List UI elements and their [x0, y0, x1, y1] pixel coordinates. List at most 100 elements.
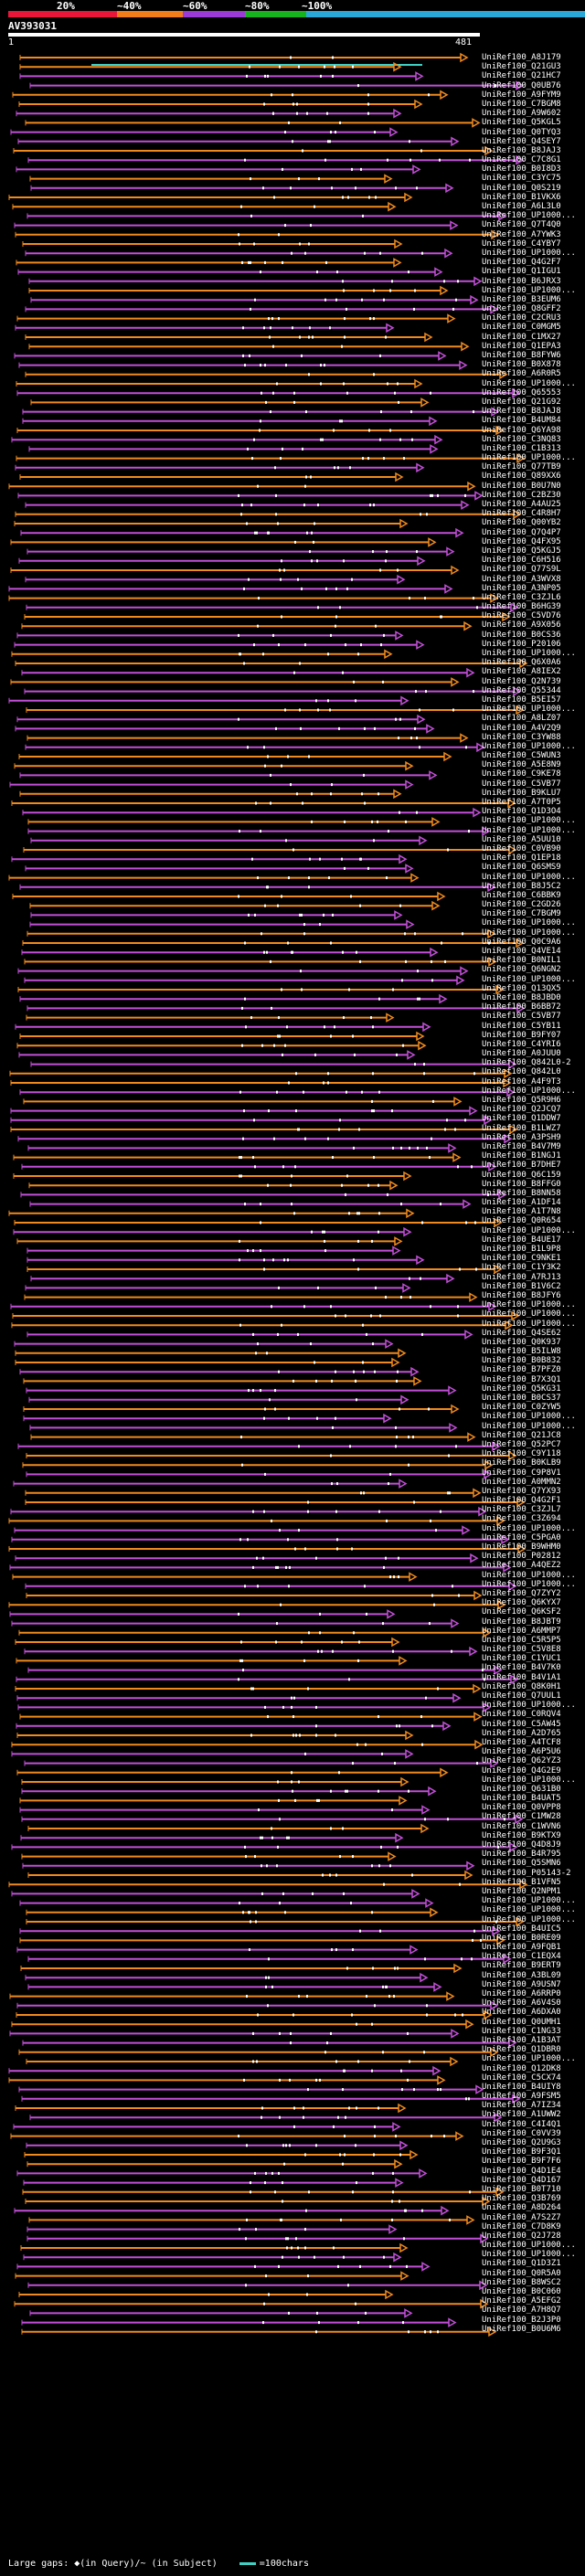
hit-label[interactable]: UniRef100_Q1DBR0	[482, 2045, 561, 2055]
hit-label[interactable]: UniRef100_B8JFY6	[482, 1290, 561, 1300]
hit-label[interactable]: UniRef100_Q1DDW7	[482, 1114, 561, 1124]
hit-label[interactable]: UniRef100_UP1000...	[482, 928, 576, 938]
hit-label[interactable]: UniRef100_UP1000...	[482, 649, 576, 658]
hit-label[interactable]: UniRef100_A7S2Z7	[482, 2212, 561, 2222]
hit-label[interactable]: UniRef100_Q6X0A6	[482, 658, 561, 668]
hit-label[interactable]: UniRef100_UP1000...	[482, 1570, 576, 1580]
hit-label[interactable]: UniRef100_B0I8D3	[482, 164, 561, 175]
hit-label[interactable]: UniRef100_B5ILW8	[482, 1347, 561, 1357]
hit-label[interactable]: UniRef100_A8D264	[482, 2203, 561, 2213]
hit-label[interactable]: UniRef100_B4UAT5	[482, 1794, 561, 1804]
hit-label[interactable]: UniRef100_UP1000...	[482, 1421, 576, 1431]
hit-label[interactable]: UniRef100_Q6NGN2	[482, 965, 561, 975]
hit-label[interactable]: UniRef100_Q5KGL5	[482, 118, 561, 128]
hit-label[interactable]: UniRef100_Q65553	[482, 387, 561, 398]
hit-label[interactable]: UniRef100_B1NGJ1	[482, 1151, 561, 1161]
hit-label[interactable]: UniRef100_Q1IGU1	[482, 267, 561, 277]
hit-label[interactable]: UniRef100_C4I4Q1	[482, 2119, 561, 2129]
hit-label[interactable]: UniRef100_P20106	[482, 639, 561, 649]
hit-label[interactable]: UniRef100_B4UM84	[482, 416, 561, 426]
hit-label[interactable]: UniRef100_C0VV39	[482, 2128, 561, 2138]
hit-label[interactable]: UniRef100_B4R795	[482, 1850, 561, 1860]
hit-label[interactable]: UniRef100_A6MMP7	[482, 1626, 561, 1636]
hit-label[interactable]: UniRef100_UP1000...	[482, 1896, 576, 1906]
hit-label[interactable]: UniRef100_A1B3AT	[482, 2035, 561, 2045]
hit-label[interactable]: UniRef100_C1MW28	[482, 1812, 561, 1822]
hit-label[interactable]: UniRef100_B1L9P8	[482, 1245, 561, 1254]
hit-label[interactable]: UniRef100_B7PFZ0	[482, 1365, 561, 1375]
hit-label[interactable]: UniRef100_B9KLU7	[482, 788, 561, 798]
hit-label[interactable]: UniRef100_B0C060	[482, 2287, 561, 2296]
hit-label[interactable]: UniRef100_Q0R5A0	[482, 2268, 561, 2278]
hit-label[interactable]: UniRef100_B0U7N0	[482, 481, 561, 491]
hit-label[interactable]: UniRef100_Q6YA98	[482, 425, 561, 435]
hit-label[interactable]: UniRef100_Q21JC8	[482, 1430, 561, 1440]
hit-label[interactable]: UniRef100_A4QEZ2	[482, 1561, 561, 1571]
hit-label[interactable]: UniRef100_A7RJ13	[482, 1272, 561, 1282]
hit-label[interactable]: UniRef100_Q21HC7	[482, 71, 561, 81]
hit-label[interactable]: UniRef100_B0B832	[482, 1356, 561, 1366]
hit-label[interactable]: UniRef100_A7IZ34	[482, 2101, 561, 2111]
hit-label[interactable]: UniRef100_C1B313	[482, 443, 561, 453]
hit-label[interactable]: UniRef100_Q4D167	[482, 2175, 561, 2185]
hit-label[interactable]: UniRef100_C9KE78	[482, 769, 561, 779]
hit-label[interactable]: UniRef100_Q0UB76	[482, 80, 561, 90]
hit-label[interactable]: UniRef100_C0ZYW5	[482, 1403, 561, 1413]
hit-label[interactable]: UniRef100_B8WSC2	[482, 2277, 561, 2287]
hit-label[interactable]: UniRef100_A6R0R5	[482, 369, 561, 379]
hit-label[interactable]: UniRef100_Q0R654	[482, 1216, 561, 1226]
hit-label[interactable]: UniRef100_UP1000...	[482, 825, 576, 835]
hit-label[interactable]: UniRef100_A5EFG2	[482, 2296, 561, 2306]
hit-label[interactable]: UniRef100_B0NIL1	[482, 956, 561, 966]
hit-label[interactable]: UniRef100_Q2NPM1	[482, 1886, 561, 1896]
hit-label[interactable]: UniRef100_Q8GFF2	[482, 304, 561, 314]
hit-label[interactable]: UniRef100_B8J5C2	[482, 881, 561, 891]
hit-label[interactable]: UniRef100_C1WVN6	[482, 1821, 561, 1831]
hit-label[interactable]: UniRef100_C6H516	[482, 556, 561, 566]
hit-label[interactable]: UniRef100_A0MMN2	[482, 1477, 561, 1487]
hit-label[interactable]: UniRef100_Q6SMS9	[482, 863, 561, 873]
hit-label[interactable]: UniRef100_B1LWZ7	[482, 1123, 561, 1133]
hit-label[interactable]: UniRef100_B0T710	[482, 2184, 561, 2194]
hit-label[interactable]: UniRef100_Q21GU3	[482, 62, 561, 72]
hit-label[interactable]: UniRef100_A9USN7	[482, 1979, 561, 1989]
hit-label[interactable]: UniRef100_C2GD26	[482, 900, 561, 910]
hit-label[interactable]: UniRef100_Q7YX93	[482, 1486, 561, 1496]
hit-label[interactable]: UniRef100_B0X878	[482, 360, 561, 370]
hit-label[interactable]: UniRef100_A9X056	[482, 620, 561, 631]
hit-label[interactable]: UniRef100_A9FSM5	[482, 2092, 561, 2102]
hit-label[interactable]: UniRef100_C7C8G1	[482, 155, 561, 165]
hit-label[interactable]: UniRef100_Q7T4Q0	[482, 220, 561, 230]
hit-label[interactable]: UniRef100_Q55344	[482, 685, 561, 695]
hit-label[interactable]: UniRef100_C3Z694	[482, 1514, 561, 1524]
hit-label[interactable]: UniRef100_C4YBY7	[482, 239, 561, 249]
hit-label[interactable]: UniRef100_B0RE09	[482, 1933, 561, 1943]
hit-label[interactable]: UniRef100_A6DXA0	[482, 2008, 561, 2018]
hit-label[interactable]: UniRef100_B6JRX3	[482, 276, 561, 286]
hit-label[interactable]: UniRef100_Q0VPP8	[482, 1803, 561, 1813]
hit-label[interactable]: UniRef100_C0VB90	[482, 843, 561, 853]
hit-label[interactable]: UniRef100_B8JBT9	[482, 1617, 561, 1627]
hit-label[interactable]: UniRef100_Q842L0-2	[482, 1058, 571, 1068]
hit-label[interactable]: UniRef100_C5CX74	[482, 2072, 561, 2083]
hit-label[interactable]: UniRef100_C3ZJL6	[482, 592, 561, 602]
hit-label[interactable]: UniRef100_A6L3L0	[482, 202, 561, 211]
hit-label[interactable]: UniRef100_Q21G92	[482, 397, 561, 407]
hit-label[interactable]: UniRef100_A4AU25	[482, 500, 561, 509]
hit-label[interactable]: UniRef100_B8FYW6	[482, 351, 561, 360]
hit-label[interactable]: UniRef100_C5PGA0	[482, 1532, 561, 1542]
hit-label[interactable]: UniRef100_Q4SE62	[482, 1328, 561, 1338]
hit-label[interactable]: UniRef100_A8J179	[482, 53, 561, 62]
hit-label[interactable]: UniRef100_B1V6C2	[482, 1281, 561, 1291]
hit-label[interactable]: UniRef100_B4V7K0	[482, 1663, 561, 1673]
hit-label[interactable]: UniRef100_B8JAJ3	[482, 145, 561, 155]
hit-label[interactable]: UniRef100_B8JAJ8	[482, 407, 561, 417]
hit-label[interactable]: UniRef100_C5AW45	[482, 1719, 561, 1729]
hit-label[interactable]: UniRef100_UP1000...	[482, 248, 576, 258]
hit-label[interactable]: UniRef100_B5EI57	[482, 694, 561, 705]
hit-label[interactable]: UniRef100_Q3B769	[482, 2194, 561, 2204]
hit-label[interactable]: UniRef100_Q52PC7	[482, 1439, 561, 1449]
hit-label[interactable]: UniRef100_C1MX27	[482, 332, 561, 342]
hit-label[interactable]: UniRef100_Q1EP18	[482, 853, 561, 864]
hit-label[interactable]: UniRef100_C5R5P5	[482, 1635, 561, 1645]
